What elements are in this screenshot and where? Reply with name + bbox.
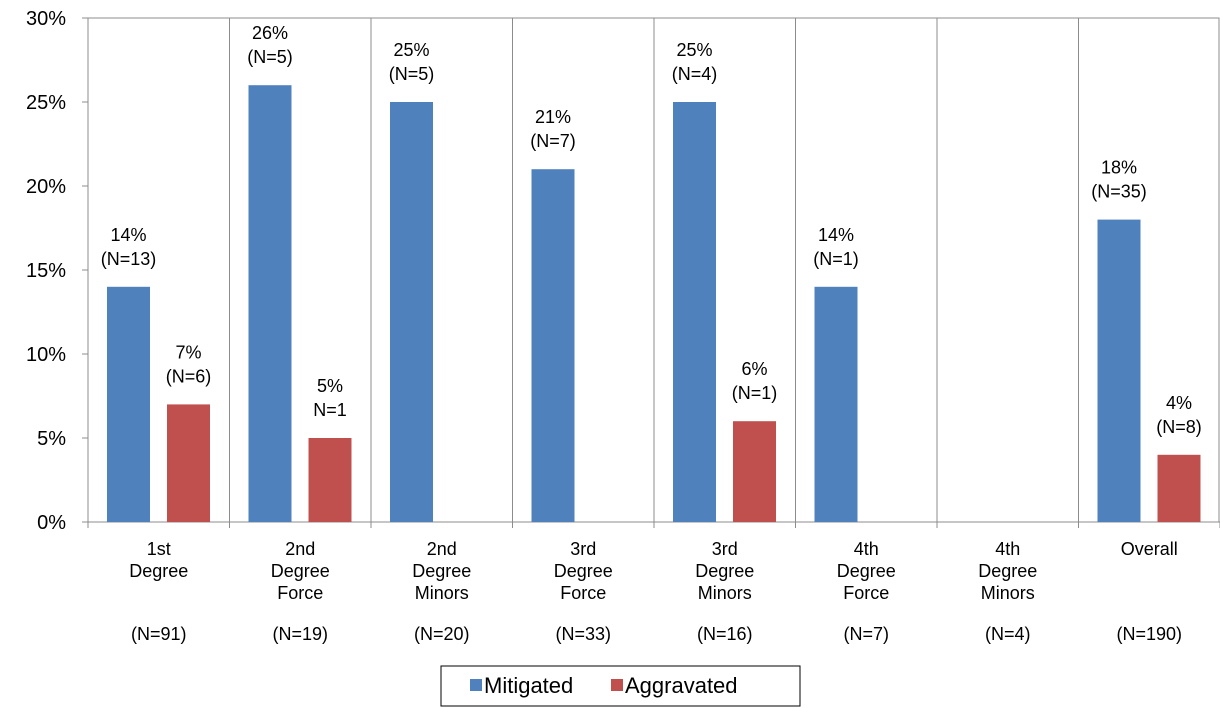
data-label-count: (N=1) xyxy=(813,249,859,269)
y-tick-label: 20% xyxy=(26,176,66,198)
x-category-count: (N=33) xyxy=(555,624,611,644)
x-category-label: 4th xyxy=(854,539,879,559)
data-label-value: 5% xyxy=(317,376,343,396)
data-label-value: 7% xyxy=(175,342,201,362)
data-label-count: (N=4) xyxy=(672,64,718,84)
x-category-label: Degree xyxy=(271,561,330,581)
y-tick-label: 0% xyxy=(37,512,66,534)
x-category-count: (N=16) xyxy=(697,624,753,644)
x-category-label: Force xyxy=(277,583,323,603)
bar-mitigated xyxy=(390,102,433,522)
data-label-count: N=1 xyxy=(313,400,347,420)
bar-aggravated xyxy=(1157,454,1201,522)
data-label-count: (N=35) xyxy=(1091,182,1147,202)
data-label-value: 25% xyxy=(393,40,429,60)
x-category-label: Degree xyxy=(129,561,188,581)
x-category-label: Force xyxy=(843,583,889,603)
data-label-count: (N=7) xyxy=(530,131,576,151)
x-category-label: Minors xyxy=(415,583,469,603)
x-category-label: Overall xyxy=(1121,539,1178,559)
data-label-value: 26% xyxy=(252,23,288,43)
x-category-count: (N=190) xyxy=(1116,624,1182,644)
bar-mitigated xyxy=(673,102,716,522)
x-category-label: 1st xyxy=(147,539,171,559)
legend-label-aggravated: Aggravated xyxy=(625,673,738,698)
x-category-count: (N=4) xyxy=(985,624,1031,644)
x-category-label: 4th xyxy=(995,539,1020,559)
x-category-label: Degree xyxy=(837,561,896,581)
x-category-label: Force xyxy=(560,583,606,603)
data-label-value: 25% xyxy=(676,40,712,60)
bar-mitigated xyxy=(248,85,292,522)
x-category-label: 3rd xyxy=(712,539,738,559)
x-category-count: (N=7) xyxy=(843,624,889,644)
x-category-label: Minors xyxy=(981,583,1035,603)
y-tick-label: 25% xyxy=(26,92,66,114)
y-tick-label: 30% xyxy=(26,8,66,30)
x-category-count: (N=20) xyxy=(414,624,470,644)
data-label-value: 6% xyxy=(741,359,767,379)
data-label-count: (N=6) xyxy=(166,366,212,386)
bar-mitigated xyxy=(1097,219,1141,522)
bar-aggravated xyxy=(308,438,352,522)
bar-aggravated xyxy=(167,404,210,522)
x-category-count: (N=19) xyxy=(272,624,328,644)
y-tick-label: 5% xyxy=(37,428,66,450)
y-tick-label: 10% xyxy=(26,344,66,366)
data-label-value: 18% xyxy=(1101,158,1137,178)
x-category-label: 3rd xyxy=(570,539,596,559)
data-label-count: (N=5) xyxy=(247,47,293,67)
data-label-value: 21% xyxy=(535,107,571,127)
x-category-count: (N=91) xyxy=(131,624,187,644)
x-category-label: 2nd xyxy=(285,539,315,559)
data-label-count: (N=8) xyxy=(1156,417,1202,437)
x-category-label: Degree xyxy=(554,561,613,581)
bar-mitigated xyxy=(107,286,150,522)
legend-swatch-mitigated xyxy=(470,679,482,691)
y-tick-label: 15% xyxy=(26,260,66,282)
legend-swatch-aggravated xyxy=(611,679,623,691)
data-label-count: (N=1) xyxy=(732,383,778,403)
data-label-value: 14% xyxy=(110,225,146,245)
data-label-value: 4% xyxy=(1166,393,1192,413)
bar-aggravated xyxy=(733,421,776,522)
bar-mitigated xyxy=(531,169,575,522)
x-category-label: Degree xyxy=(412,561,471,581)
data-label-value: 14% xyxy=(818,225,854,245)
x-category-label: 2nd xyxy=(427,539,457,559)
data-label-count: (N=13) xyxy=(101,249,157,269)
bar-mitigated xyxy=(814,286,858,522)
x-category-label: Degree xyxy=(695,561,754,581)
x-category-label: Minors xyxy=(698,583,752,603)
x-category-label: Degree xyxy=(978,561,1037,581)
data-label-count: (N=5) xyxy=(389,64,435,84)
legend-label-mitigated: Mitigated xyxy=(484,673,573,698)
